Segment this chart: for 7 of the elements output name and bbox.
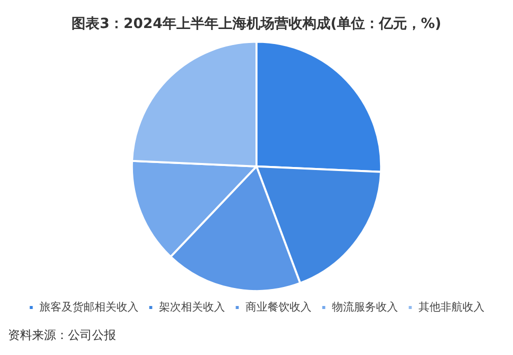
legend-label: 架次相关收入 — [158, 300, 225, 314]
legend-label: 其他非航收入 — [418, 300, 484, 314]
text: 资料来源：公司公报 — [8, 327, 117, 344]
chart-title: 图表3：2024年上半年上海机场营收构成(单位：亿元，%) — [72, 16, 442, 32]
legend-label: 商业餐饮收入 — [245, 300, 312, 314]
legend-label: 旅客及货邮相关收入 — [39, 300, 138, 314]
legend-label: 物流服务收入 — [332, 300, 398, 314]
